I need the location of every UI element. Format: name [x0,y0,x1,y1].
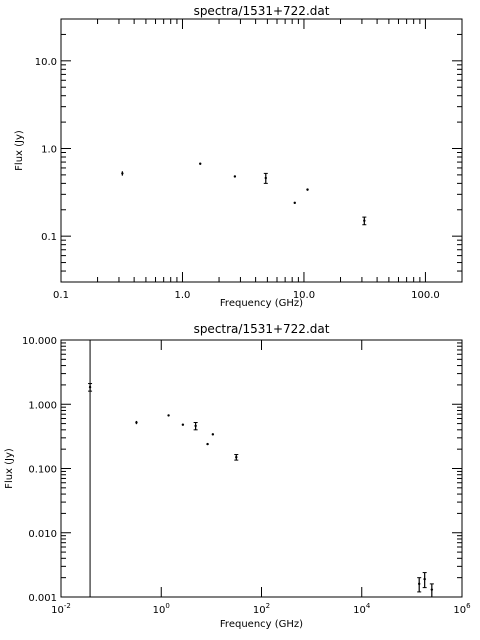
point-marker [88,385,92,389]
data-point [135,420,138,425]
plot-frame [60,339,463,598]
data-point [199,162,202,165]
point-marker [363,219,366,222]
data-point [362,216,367,226]
y-axis-label: Flux (Jy) [14,130,25,171]
data-point [233,175,237,178]
data-point [88,383,93,392]
point-marker [306,188,309,191]
point-marker [167,414,170,417]
point-marker [293,201,296,205]
y-tick-label: 10.000 [22,336,57,347]
point-marker [181,423,185,426]
y-tick-label: 10.0 [35,57,57,68]
chart-1: spectra/1531+722.dat Frequency (GHz) Flux … [14,4,463,309]
x-tick-label: 106 [453,602,471,616]
x-axis-label: Frequency (GHz) [220,619,303,630]
y-tick-label: 0.001 [28,593,57,604]
point-marker [235,455,238,459]
point-marker [423,577,426,581]
data-point [121,171,124,176]
chart-title: spectra/1531+722.dat [194,322,330,336]
x-tick-label: 102 [253,602,270,616]
data-point [211,433,215,436]
y-tick-label: 1.0 [41,144,57,155]
point-marker [121,172,124,175]
chart-2: spectra/1531+722.dat Frequency (GHz) Flux … [4,322,471,630]
point-marker [199,162,202,165]
data-point [293,201,296,205]
data-point [167,414,170,417]
plot-frame [60,18,463,283]
x-tick-label: 10-2 [51,602,71,616]
x-tick-label: 0.1 [53,290,69,301]
data-point [193,421,198,431]
data-point [417,577,422,593]
x-tick-label: 10.0 [293,290,315,301]
point-marker [430,588,434,591]
data-point [263,172,268,184]
x-tick-label: 100.0 [411,290,440,301]
data-point [429,583,434,598]
x-tick-label: 1.0 [175,290,191,301]
data-point [206,442,209,446]
y-tick-label: 0.1 [41,232,57,243]
x-tick-label: 104 [353,602,371,616]
x-axis-label: Frequency (GHz) [220,298,303,309]
point-marker [194,424,197,428]
point-marker [264,176,267,180]
y-tick-label: 1.000 [28,400,57,411]
point-marker [135,421,138,424]
x-tick-label: 100 [153,602,170,616]
y-axis-label: Flux (Jy) [4,448,15,489]
data-point [306,188,309,191]
y-tick-label: 0.010 [28,529,57,540]
data-point [422,572,427,589]
point-marker [206,442,209,446]
chart-title: spectra/1531+722.dat [194,4,330,18]
data-point [181,423,185,426]
data-point [234,454,239,461]
y-tick-label: 0.100 [28,465,57,476]
point-marker [211,433,215,436]
point-marker [233,175,237,178]
point-marker [417,582,421,586]
